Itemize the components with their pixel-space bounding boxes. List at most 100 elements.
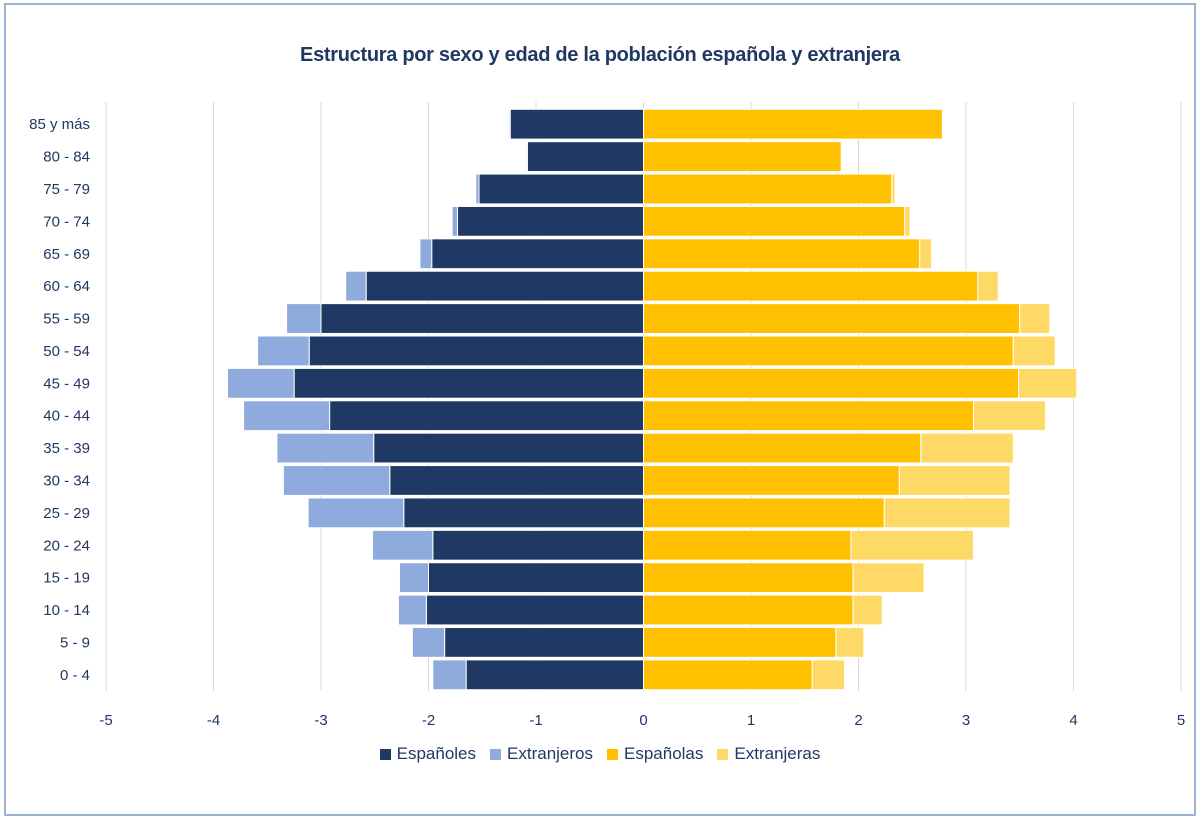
bar-extranjeras	[898, 465, 1011, 496]
bar-españoles	[428, 562, 644, 594]
y-tick-label: 55 - 59	[43, 311, 90, 328]
bar-españolas	[643, 205, 906, 237]
legend-swatch	[490, 748, 502, 760]
bar-españoles	[365, 270, 644, 302]
bar-españolas	[643, 303, 1021, 334]
legend-swatch	[379, 748, 391, 760]
y-tick-label: 60 - 64	[43, 278, 90, 295]
bar-extranjeros	[419, 238, 433, 270]
y-tick-label: 40 - 44	[43, 408, 90, 425]
y-tick-label: 5 - 9	[60, 634, 90, 651]
y-tick-label: 50 - 54	[43, 343, 90, 360]
y-tick-label: 65 - 69	[43, 246, 90, 263]
bar-extranjeros	[525, 141, 528, 172]
y-tick-label: 45 - 49	[43, 375, 90, 392]
bar-extranjeras	[840, 141, 843, 172]
y-tick-label: 75 - 79	[43, 181, 90, 198]
y-tick-label: 0 - 4	[60, 667, 90, 684]
bar-extranjeras	[852, 594, 883, 626]
y-tick-label: 35 - 39	[43, 440, 90, 457]
bar-españolas	[643, 627, 837, 658]
bar-extranjeros	[372, 529, 434, 561]
legend-label: Españoles	[396, 744, 477, 763]
bar-españolas	[643, 173, 893, 205]
bar-extranjeras	[1018, 367, 1078, 399]
legend-swatch	[717, 748, 729, 760]
bar-extranjeras	[904, 205, 911, 237]
bar-extranjeras	[920, 432, 1014, 464]
chart-legend: Españoles Extranjeros Españolas Extranjeras	[0, 744, 1200, 764]
bar-extranjeras	[811, 659, 846, 691]
y-tick-label: 80 - 84	[43, 149, 90, 166]
bar-españolas	[643, 335, 1014, 367]
bar-españolas	[643, 432, 922, 464]
bar-extranjeros	[243, 400, 331, 432]
bar-extranjeros	[257, 335, 310, 367]
bar-extranjeras	[973, 400, 1047, 432]
y-tick-label: 25 - 29	[43, 505, 90, 522]
bar-españoles	[509, 108, 645, 140]
bar-españoles	[373, 432, 644, 464]
bar-extranjeros	[432, 659, 467, 691]
bar-españoles	[478, 173, 644, 205]
y-tick-label: 10 - 14	[43, 602, 90, 619]
bar-españoles	[308, 335, 644, 367]
bar-extranjeras	[850, 529, 975, 561]
bar-extranjeras	[883, 497, 1011, 529]
bar-extranjeros	[307, 497, 405, 529]
x-tick-label: -2	[422, 712, 435, 729]
bar-extranjeras	[852, 562, 925, 594]
chart-title: Estructura por sexo y edad de la poblaci…	[300, 44, 900, 66]
y-tick-label: 30 - 34	[43, 472, 90, 489]
legend-label: Españolas	[624, 744, 704, 763]
legend-swatch	[607, 748, 618, 760]
x-tick-label: -3	[314, 712, 327, 729]
x-tick-label: -1	[529, 712, 542, 729]
bar-españoles	[444, 627, 644, 658]
bar-españolas	[643, 367, 1020, 399]
legend-label: Extranjeros	[507, 744, 593, 763]
bar-españolas	[643, 529, 852, 561]
legend-item: Españoles	[379, 744, 477, 764]
bar-españolas	[643, 400, 975, 432]
bar-españoles	[457, 205, 644, 237]
bar-españoles	[403, 497, 644, 529]
bar-españolas	[643, 108, 943, 140]
bar-extranjeros	[276, 432, 375, 464]
bar-extranjeros	[508, 108, 511, 140]
x-tick-label: 2	[854, 712, 862, 729]
x-tick-label: -5	[99, 712, 112, 729]
bar-españolas	[643, 562, 854, 594]
bar-españoles	[431, 238, 644, 270]
y-tick-label: 85 y más	[29, 116, 90, 133]
bar-españoles	[293, 367, 644, 399]
bar-españoles	[329, 400, 644, 432]
bar-españoles	[465, 659, 644, 691]
y-tick-label: 70 - 74	[43, 213, 90, 230]
legend-item: Extranjeras	[717, 744, 820, 764]
bar-españoles	[526, 141, 645, 172]
bar-extranjeras	[1019, 303, 1051, 334]
bar-extranjeros	[398, 562, 430, 594]
bar-españolas	[643, 270, 979, 302]
bar-españolas	[643, 659, 813, 691]
x-tick-label: 1	[747, 712, 755, 729]
bar-españoles	[389, 465, 644, 496]
y-tick-label: 15 - 19	[43, 570, 90, 587]
bar-extranjeros	[397, 594, 427, 626]
x-tick-label: -4	[207, 712, 220, 729]
bar-extranjeros	[345, 270, 367, 302]
x-tick-label: 0	[639, 712, 647, 729]
legend-label: Extranjeras	[734, 744, 821, 763]
bar-extranjeros	[451, 205, 459, 237]
x-tick-label: 4	[1069, 712, 1077, 729]
legend-item: Extranjeros	[490, 744, 593, 764]
bar-extranjeros	[286, 303, 322, 334]
bar-extranjeros	[475, 173, 480, 205]
x-tick-label: 3	[962, 712, 970, 729]
bar-españoles	[432, 529, 644, 561]
bar-extranjeras	[835, 627, 865, 658]
bar-extranjeros	[411, 627, 446, 658]
bar-españolas	[643, 465, 900, 496]
bar-españolas	[643, 141, 842, 172]
